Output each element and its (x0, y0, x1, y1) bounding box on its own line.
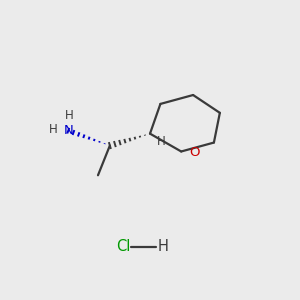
Text: N: N (63, 124, 73, 137)
Text: H: H (65, 109, 74, 122)
Text: H: H (158, 239, 169, 254)
Text: H: H (48, 123, 57, 136)
Text: Cl: Cl (116, 239, 130, 254)
Text: O: O (190, 146, 200, 159)
Text: H: H (157, 136, 166, 148)
